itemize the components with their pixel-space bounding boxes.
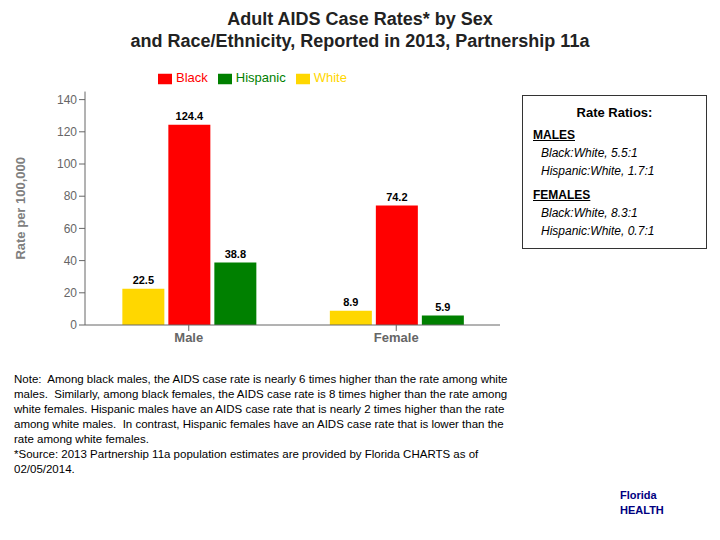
html-text:Black:White, 8.3:1: Black:White, 8.3:1 [541, 206, 638, 220]
html-text:Black:White, 5.5:1: Black:White, 5.5:1 [541, 146, 638, 160]
html-text:and Race/Ethnicity, Reported i: and Race/Ethnicity, Reported in 2013, Pa… [130, 31, 590, 51]
svg-text:60: 60 [64, 222, 78, 236]
html-text:Rate Ratios:: Rate Ratios: [576, 105, 653, 120]
svg-text:Female: Female [374, 330, 419, 345]
svg-text:5.9: 5.9 [435, 301, 450, 313]
html-text:Florida: Florida [620, 489, 657, 501]
svg-text:Rate per 100,000: Rate per 100,000 [13, 157, 28, 260]
svg-text:20: 20 [64, 286, 78, 300]
html-text:Hispanic:White, 1.7:1: Hispanic:White, 1.7:1 [541, 164, 655, 178]
svg-text:140: 140 [57, 93, 77, 107]
html-text:Black: Black [176, 70, 208, 85]
svg-text:38.8: 38.8 [225, 248, 246, 260]
html-text:MALES: MALES [533, 128, 575, 142]
html-text:HEALTH: HEALTH [620, 504, 664, 516]
html-text:Adult AIDS Case Rates* by Sex: Adult AIDS Case Rates* by Sex [227, 9, 493, 29]
html-text:Hispanic: Hispanic [235, 70, 286, 85]
html-text:FEMALES: FEMALES [533, 188, 591, 202]
svg-text:Male: Male [174, 330, 203, 345]
svg-text:124.4: 124.4 [176, 110, 204, 122]
svg-text:100: 100 [57, 157, 77, 171]
html-text:Hispanic:White, 0.7:1: Hispanic:White, 0.7:1 [541, 224, 655, 238]
svg-text:40: 40 [64, 254, 78, 268]
svg-text:8.9: 8.9 [343, 296, 358, 308]
svg-text:80: 80 [64, 189, 78, 203]
svg-text:22.5: 22.5 [133, 274, 154, 286]
html-text:Note: Among black males, the A: Note: Among black males, the AIDS case r… [14, 373, 508, 475]
svg-text:74.2: 74.2 [386, 191, 407, 203]
svg-text:0: 0 [70, 318, 77, 332]
html-text:White: White [313, 70, 347, 85]
svg-text:120: 120 [57, 125, 77, 139]
